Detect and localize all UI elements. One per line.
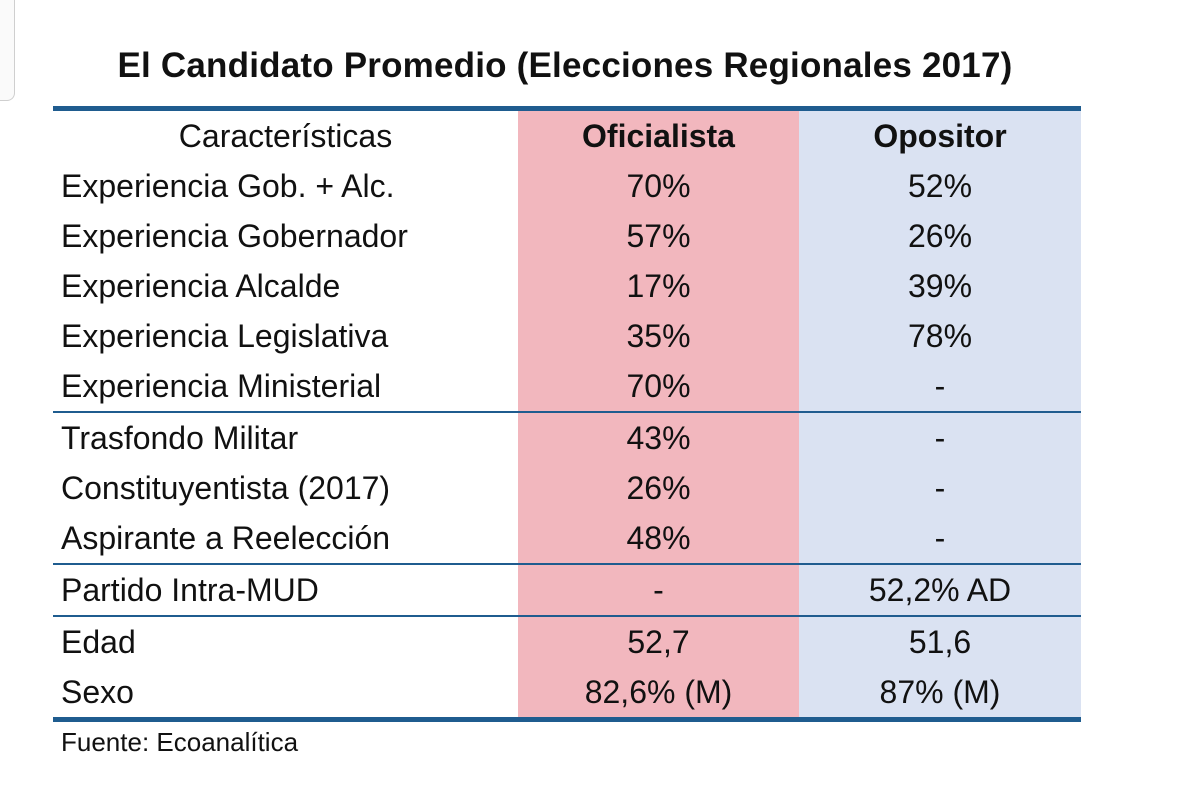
- source-note: Fuente: Ecoanalítica: [61, 727, 299, 757]
- oficialista-value: -: [518, 565, 799, 615]
- header-oficialista: Oficialista: [518, 111, 799, 161]
- table-row: Experiencia Gob. + Alc. 70% 52%: [53, 161, 1081, 211]
- comparison-table: Características Oficialista Opositor Exp…: [53, 106, 1081, 722]
- group-divider: [53, 615, 1081, 617]
- opositor-value: 26%: [799, 211, 1081, 261]
- oficialista-value: 48%: [518, 513, 799, 563]
- table-bottom-rule: [53, 717, 1081, 722]
- row-label: Constituyentista (2017): [53, 463, 518, 513]
- row-label: Aspirante a Reelección: [53, 513, 518, 563]
- table-title: El Candidato Promedio (Elecciones Region…: [117, 46, 1013, 85]
- oficialista-value: 26%: [518, 463, 799, 513]
- oficialista-value: 57%: [518, 211, 799, 261]
- oficialista-value: 70%: [518, 161, 799, 211]
- table-header-row: Características Oficialista Opositor: [53, 111, 1081, 161]
- row-label: Partido Intra-MUD: [53, 565, 518, 615]
- group-divider: [53, 563, 1081, 565]
- row-label: Experiencia Gob. + Alc.: [53, 161, 518, 211]
- row-label: Experiencia Gobernador: [53, 211, 518, 261]
- row-label: Experiencia Alcalde: [53, 261, 518, 311]
- row-label: Edad: [53, 617, 518, 667]
- opositor-value: -: [799, 413, 1081, 463]
- oficialista-value: 82,6% (M): [518, 667, 799, 717]
- oficialista-value: 43%: [518, 413, 799, 463]
- row-label: Trasfondo Militar: [53, 413, 518, 463]
- opositor-value: 78%: [799, 311, 1081, 361]
- header-opositor: Opositor: [799, 111, 1081, 161]
- table-row: Experiencia Gobernador 57% 26%: [53, 211, 1081, 261]
- table-row: Constituyentista (2017) 26% -: [53, 463, 1081, 513]
- opositor-value: 87% (M): [799, 667, 1081, 717]
- opositor-value: 51,6: [799, 617, 1081, 667]
- opositor-value: -: [799, 463, 1081, 513]
- oficialista-value: 35%: [518, 311, 799, 361]
- table-row: Edad 52,7 51,6: [53, 617, 1081, 667]
- opositor-value: -: [799, 513, 1081, 563]
- opositor-value: 39%: [799, 261, 1081, 311]
- table-row: Partido Intra-MUD - 52,2% AD: [53, 565, 1081, 615]
- table-row: Experiencia Alcalde 17% 39%: [53, 261, 1081, 311]
- opositor-value: 52%: [799, 161, 1081, 211]
- opositor-value: 52,2% AD: [799, 565, 1081, 615]
- page-edge: [0, 0, 15, 101]
- group-divider: [53, 411, 1081, 413]
- oficialista-value: 70%: [518, 361, 799, 411]
- table-row: Experiencia Ministerial 70% -: [53, 361, 1081, 411]
- table-row: Trasfondo Militar 43% -: [53, 413, 1081, 463]
- oficialista-value: 52,7: [518, 617, 799, 667]
- table-top-rule: [53, 106, 1081, 111]
- table-row: Experiencia Legislativa 35% 78%: [53, 311, 1081, 361]
- row-label: Sexo: [53, 667, 518, 717]
- oficialista-value: 17%: [518, 261, 799, 311]
- table-row: Sexo 82,6% (M) 87% (M): [53, 667, 1081, 717]
- table-row: Aspirante a Reelección 48% -: [53, 513, 1081, 563]
- row-label: Experiencia Legislativa: [53, 311, 518, 361]
- header-characteristics: Características: [53, 111, 518, 161]
- row-label: Experiencia Ministerial: [53, 361, 518, 411]
- opositor-value: -: [799, 361, 1081, 411]
